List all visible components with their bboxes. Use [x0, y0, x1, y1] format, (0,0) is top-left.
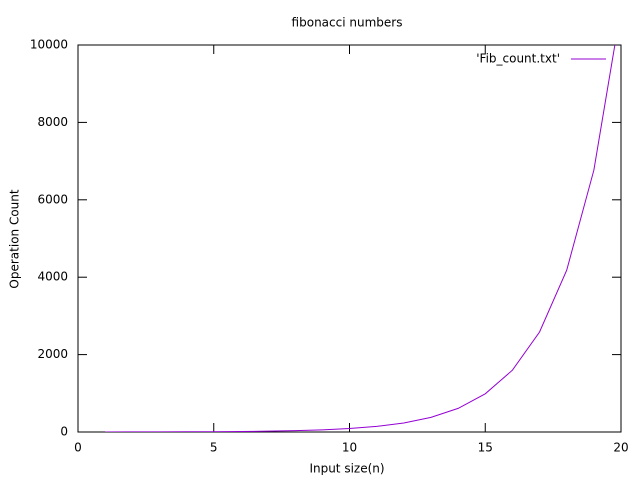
y-tick-label: 4000	[37, 270, 68, 284]
chart-title: fibonacci numbers	[292, 16, 403, 30]
x-tick-label: 5	[210, 441, 218, 455]
y-tick-label: 6000	[37, 192, 68, 206]
plot-frame	[77, 44, 622, 433]
x-axis-label: Input size(n)	[309, 462, 384, 476]
x-tick-label: 0	[74, 441, 82, 455]
x-tick-label: 20	[613, 441, 628, 455]
y-tick-label: 2000	[37, 347, 68, 361]
y-axis-label: Operation Count	[8, 189, 22, 288]
y-tick-label: 8000	[37, 115, 68, 129]
y-tick-label: 0	[60, 425, 68, 439]
x-tick-label: 15	[478, 441, 493, 455]
y-tick-label: 10000	[30, 38, 68, 52]
x-tick-label: 10	[342, 441, 357, 455]
legend-label: 'Fib_count.txt'	[476, 52, 560, 66]
data-line	[105, 45, 616, 432]
